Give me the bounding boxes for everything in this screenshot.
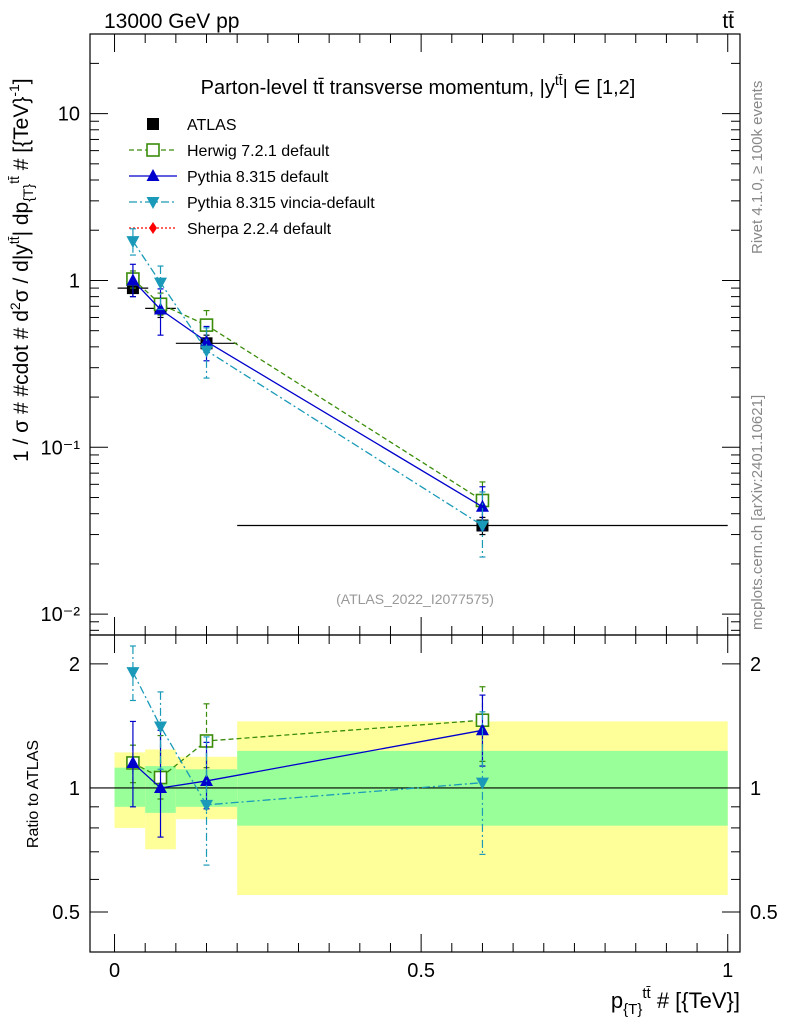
main-ylabel-sup-tt: tt̄ [6,236,22,244]
x-tick-label: 1 [722,960,733,982]
x-axis-label-sub: {T} [623,1001,642,1018]
main-point [126,236,140,249]
x-axis-label-tail: # [{TeV}] [651,988,740,1013]
x-axis-label-p: p [611,988,623,1013]
main-ylabel-sub-t: {T} [20,184,36,202]
main-ylabel-unit-sup: -1 [6,84,22,97]
main-point [200,345,214,358]
main-point [154,277,168,290]
main-ylabel-dp: | dp [10,202,33,237]
main-y-tick-label: 1 [69,270,80,292]
plot-title-tail: | ∈ [1,2] [563,77,636,99]
main-ylabel-unit: # [{TeV} [10,97,33,176]
axes-ticks: 10⁻² 10⁻¹ 1 10 0.5 0.5 1 1 2 2 0 0.5 1 [41,33,778,982]
legend-marker-atlas [147,118,159,130]
legend: ATLAS Herwig 7.2.1 default Pythia 8.315 de… [129,117,375,238]
ratio-ylabel: Ratio to ATLAS [25,740,42,848]
plot-title: Parton-level tt̄ transverse momentum, |y… [201,72,636,99]
main-data-layer [117,228,728,558]
legend-marker-sherpa [149,222,157,234]
legend-marker-pythia [146,169,160,181]
main-series-line [132,240,483,527]
main-ylabel-text: 1 / σ # #cdot # d [10,310,33,462]
ratio-y-tick-label-left: 2 [69,654,80,676]
legend-marker-vincia [146,197,160,209]
analysis-id: (ATLAS_2022_I2077575) [336,591,494,607]
plot-title-sup: tt̄ [555,72,563,88]
ratio-series-line [132,729,483,789]
ratio-point [154,780,168,793]
main-point [154,302,168,315]
ratio-stat-band [114,767,146,807]
main-point [475,520,489,533]
x-axis-label: p{T}tt̄ # [{TeV}] [611,985,740,1018]
ratio-point [200,799,214,812]
rivet-label: Rivet 4.1.0, ≥ 100k events [749,81,766,254]
ratio-uncertainty-bands [90,721,740,895]
main-ylabel: 1 / σ # #cdot # d2σ / d|ytt̄| dp{T}tt̄ #… [6,78,36,462]
ratio-data-layer [126,645,490,866]
plot-title-main: Parton-level tt̄ transverse momentum, |y [201,77,555,99]
main-series-line [132,278,483,502]
ratio-point [475,777,489,790]
ratio-point [154,721,168,734]
ratio-y-tick-label-left: 0.5 [52,902,80,924]
main-point [475,499,489,512]
ratio-y-tick-label-left: 1 [69,778,80,800]
header-energy: 13000 GeV pp [104,10,239,33]
mcplots-label: mcplots.cern.ch [arXiv:2401.10621] [749,395,766,630]
ratio-series-line [132,671,483,806]
x-tick-label: 0 [109,960,120,982]
legend-label-atlas: ATLAS [187,117,237,134]
main-ylabel-close: ] [10,78,33,84]
ratio-frame [89,634,741,953]
x-axis-label-sup: tt̄ [642,985,651,1002]
ratio-y-tick-label-right: 0.5 [750,902,778,924]
legend-label-pythia: Pythia 8.315 default [187,169,329,186]
legend-label-vincia: Pythia 8.315 vincia-default [187,195,375,212]
main-ylabel-sup2: 2 [7,302,23,310]
ratio-point [126,667,140,680]
ratio-y-tick-label-right: 1 [750,778,761,800]
main-ylabel-rest: σ / d|y [10,244,33,303]
main-y-tick-label: 10⁻² [41,604,81,626]
main-ylabel-sup-tt2: tt̄ [6,176,22,184]
main-y-tick-label: 10 [58,104,80,126]
legend-label-sherpa: Sherpa 2.2.4 default [187,221,332,238]
main-point [126,273,140,286]
main-y-tick-label: 10⁻¹ [41,437,81,459]
legend-label-herwig: Herwig 7.2.1 default [187,143,330,160]
x-tick-label: 0.5 [407,960,435,982]
ratio-point [126,755,140,768]
legend-marker-herwig [146,143,160,157]
ratio-series-line [132,719,483,779]
header-process: tt̄ [722,10,734,33]
main-series-line [132,280,483,508]
ratio-y-tick-label-right: 2 [750,654,761,676]
